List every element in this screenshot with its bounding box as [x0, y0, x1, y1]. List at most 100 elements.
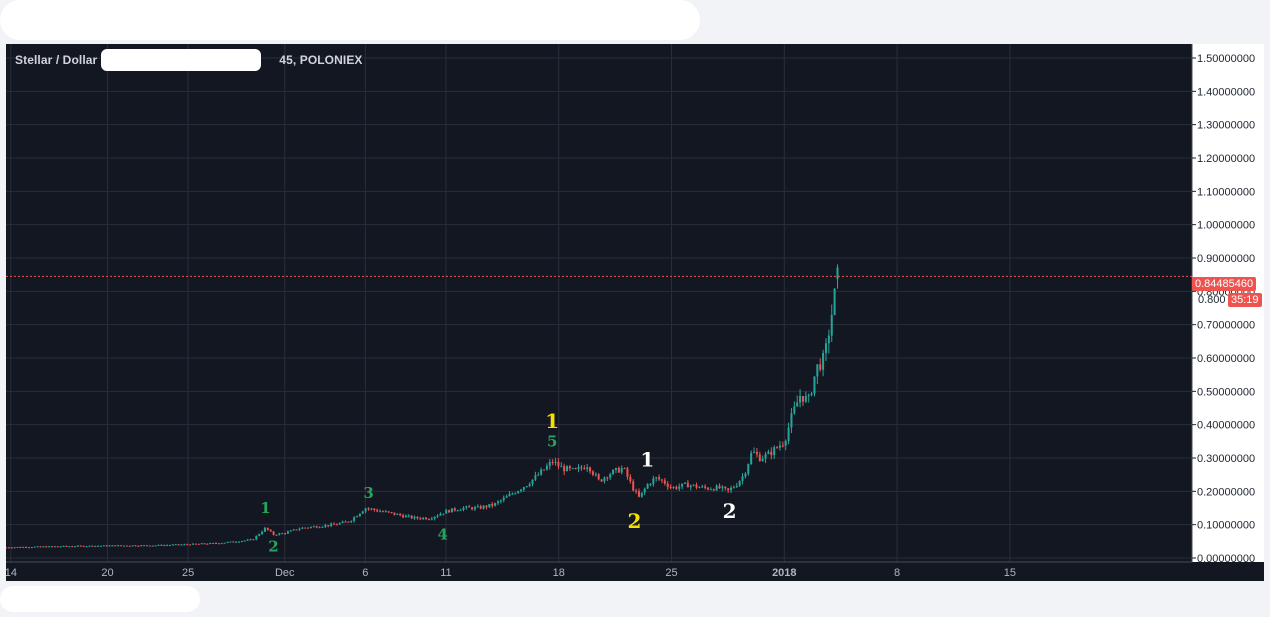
candle-body — [163, 545, 166, 547]
candle-body — [707, 487, 710, 490]
symbol-name: Stellar / Dollar — [15, 53, 98, 67]
candle-body — [151, 545, 154, 547]
candle-body — [373, 508, 376, 510]
candle-body — [508, 493, 511, 497]
candle-body — [557, 461, 560, 467]
wave-label: 1 — [640, 447, 654, 471]
candle-body — [240, 540, 243, 542]
candle-body — [646, 484, 649, 489]
candle-body — [48, 546, 51, 548]
candle-body — [753, 451, 756, 453]
candle-body — [663, 480, 666, 484]
candle-body — [36, 546, 39, 548]
candle-body — [114, 545, 117, 547]
candle-body — [243, 540, 246, 542]
candle-body — [284, 533, 287, 535]
candle-body — [566, 466, 569, 472]
candle-body — [485, 505, 488, 508]
wave-label: 1 — [545, 409, 559, 433]
candle-body — [192, 543, 195, 545]
candle-body — [686, 482, 689, 488]
candle-body — [505, 496, 508, 498]
candle-body — [194, 543, 197, 545]
candle-body — [356, 516, 359, 518]
symbol-title[interactable]: Stellar / Dollar 45, POLONIEX — [15, 53, 363, 67]
candle-body — [28, 547, 31, 549]
candle-body — [718, 485, 721, 489]
candle-body — [499, 500, 502, 502]
y-tick-label: 1.30000000 — [1197, 120, 1255, 132]
candle-body — [226, 541, 229, 543]
candle-body — [341, 521, 344, 523]
candle-body — [19, 546, 22, 548]
candle-body — [68, 546, 71, 548]
candle-body — [76, 545, 79, 547]
candle-body — [255, 535, 258, 540]
candle-body — [301, 527, 304, 529]
candle-body — [177, 544, 180, 546]
x-tick-label: 14 — [6, 567, 17, 579]
candle-body — [246, 539, 249, 541]
y-tick-label: 0.30000000 — [1197, 453, 1255, 465]
wave-label: 2 — [627, 509, 641, 533]
candle-body — [732, 487, 735, 489]
candle-body — [111, 545, 114, 547]
candle-body — [450, 508, 453, 513]
candle-body — [488, 503, 491, 508]
candle-body — [620, 468, 623, 473]
candle-body — [347, 521, 350, 523]
candle-body — [145, 545, 148, 547]
candle-body — [171, 544, 174, 546]
candle-body — [776, 447, 779, 449]
candle-body — [807, 395, 810, 397]
candle-body — [560, 466, 563, 468]
candle-body — [200, 543, 203, 545]
candle-body — [148, 545, 151, 547]
candle-body — [289, 530, 292, 532]
chart-pane[interactable]: 0.00000000 0.10000000 0.20000000 0.30000000… — [6, 44, 1264, 581]
wave-label: 1 — [260, 499, 270, 517]
candle-body — [563, 466, 566, 472]
candle-body — [459, 509, 462, 511]
candle-body — [266, 527, 269, 530]
grid-lines — [6, 44, 1192, 562]
candle-body — [425, 517, 428, 520]
y-tick-label: 0.20000000 — [1197, 486, 1255, 498]
x-tick-label: 8 — [894, 567, 900, 579]
candle-body — [117, 545, 120, 547]
candle-body — [591, 471, 594, 475]
candle-body — [689, 485, 692, 488]
candle-body — [635, 490, 638, 492]
candle-body — [727, 488, 730, 491]
candle-body — [799, 395, 802, 403]
candlesticks — [6, 264, 839, 549]
redaction-smudge-bottom — [0, 586, 200, 612]
candle-body — [309, 526, 312, 528]
candle-body — [91, 545, 94, 547]
candle-body — [594, 474, 597, 476]
title-redaction — [101, 49, 261, 71]
candle-body — [571, 468, 574, 470]
price-chart[interactable]: 0.00000000 0.10000000 0.20000000 0.30000000… — [6, 44, 1264, 581]
candle-body — [387, 511, 390, 513]
candle-body — [586, 467, 589, 470]
candle-body — [744, 473, 747, 477]
candle-body — [761, 458, 764, 462]
candle-body — [545, 465, 548, 470]
candle-body — [131, 545, 134, 547]
candle-body — [137, 545, 140, 547]
candle-body — [473, 507, 476, 510]
candle-body — [97, 545, 100, 547]
candle-body — [660, 479, 663, 481]
candle-body — [384, 511, 387, 513]
candle-body — [704, 486, 707, 488]
candle-body — [738, 480, 741, 486]
y-tick-label: 0.40000000 — [1197, 420, 1255, 432]
candle-body — [603, 477, 606, 482]
candle-body — [589, 467, 592, 472]
candle-body — [770, 451, 773, 456]
wave-label: 4 — [437, 526, 447, 544]
candle-body — [25, 546, 28, 548]
candle-body — [22, 546, 25, 548]
candle-body — [764, 454, 767, 459]
